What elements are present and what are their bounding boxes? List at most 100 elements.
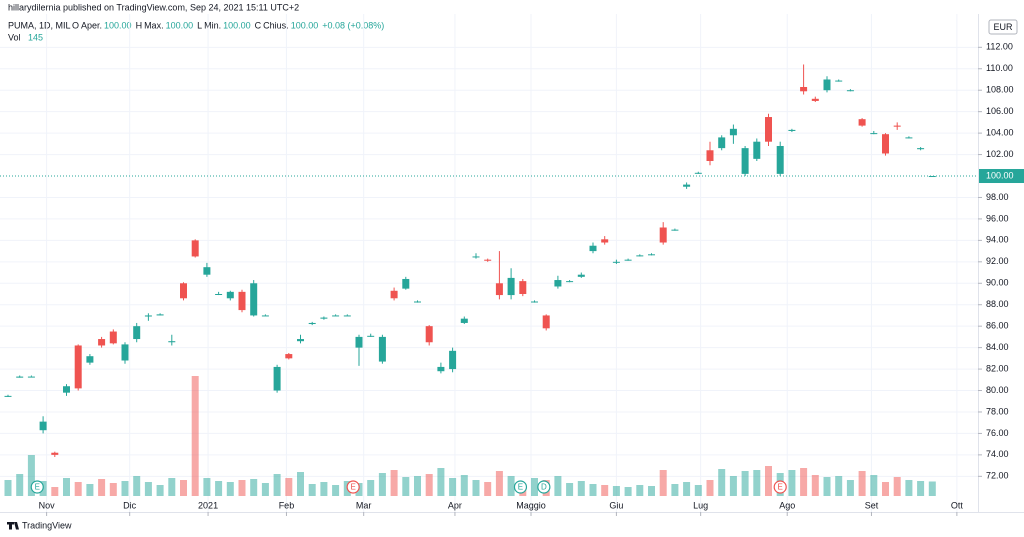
candle-body (144, 315, 152, 317)
header-field: Aper. (81, 20, 102, 30)
y-tick-label: 92.00 (986, 256, 1009, 266)
event-marker (773, 480, 787, 494)
last-price-label: 100.00 (986, 170, 1014, 180)
volume-label: Vol (8, 32, 21, 42)
volume-bar (624, 487, 632, 496)
volume-bar (191, 376, 199, 496)
candle-body (905, 137, 913, 139)
candle-body (507, 277, 515, 296)
header-field: 100.00 (291, 20, 319, 30)
y-tick-label: 106.00 (986, 106, 1014, 116)
header-field: H (136, 20, 143, 30)
candle-body (800, 86, 808, 92)
candle-body (156, 314, 164, 316)
volume-bar (495, 471, 503, 496)
volume-bar (788, 470, 796, 496)
candle-body (811, 98, 819, 101)
candle-body (601, 239, 609, 243)
header-field: L (197, 20, 202, 30)
volume-bar (390, 470, 398, 496)
volume-bar (577, 481, 585, 496)
candle-body (425, 326, 433, 343)
candle-body (180, 283, 187, 299)
x-tick-label: Mar (356, 500, 372, 510)
volume-bar (683, 482, 691, 496)
header-field: Max. (144, 20, 164, 30)
candle-body (659, 227, 667, 243)
volume-bar (133, 476, 141, 496)
candle-body (671, 229, 679, 231)
volume-bar (800, 468, 808, 496)
candle-body (624, 259, 632, 261)
volume-bar (320, 482, 328, 496)
y-tick-label: 96.00 (986, 213, 1009, 223)
volume-bar (273, 474, 281, 496)
volume-bar (659, 470, 667, 496)
candle-body (378, 336, 386, 362)
volume-bar (86, 484, 94, 496)
volume-bar (449, 478, 457, 496)
header-field: 100.00 (166, 20, 194, 30)
candle-body (460, 318, 468, 323)
symbol: PUMA, 1D, MIL (8, 20, 71, 30)
y-tick-label: 74.00 (986, 449, 1009, 459)
currency-box (988, 19, 1018, 35)
event-label: E (35, 483, 40, 492)
candle-body (882, 134, 889, 154)
candle-body (718, 137, 726, 149)
candle-body (741, 148, 749, 174)
publisher: hillarydilernia published on TradingView… (8, 2, 299, 12)
currency: EUR (993, 22, 1013, 32)
volume-bar (168, 478, 176, 496)
candle-body (191, 240, 199, 257)
event-marker (30, 480, 44, 494)
volume-bar (554, 476, 562, 496)
candle-body (531, 301, 538, 303)
volume-bar (98, 479, 106, 496)
candle-body (297, 339, 304, 342)
volume-bar (367, 480, 375, 496)
y-tick-label: 72.00 (986, 471, 1009, 481)
x-tick-label: Feb (279, 500, 295, 510)
candle-body (577, 274, 585, 277)
candle-body (86, 356, 94, 363)
event-label: D (541, 483, 547, 492)
volume-bar (16, 474, 24, 496)
candle-body (109, 331, 117, 344)
volume-bar (238, 480, 246, 496)
header-field: C (255, 20, 262, 30)
candle-body (472, 256, 480, 258)
header-field: +0.08 (+0.08%) (322, 20, 384, 30)
volume-bar (858, 471, 866, 496)
volume-bar (870, 475, 878, 496)
y-tick-label: 112.00 (986, 42, 1013, 52)
y-tick-label: 88.00 (986, 299, 1009, 309)
volume-bar (109, 483, 117, 496)
volume-bar (905, 480, 913, 496)
candle-body (788, 129, 796, 131)
candle-body (823, 79, 831, 91)
candle-body (332, 315, 340, 317)
volume-bar (718, 469, 726, 496)
candle-body (39, 421, 47, 431)
candle-body (320, 317, 328, 319)
candle-body (414, 301, 421, 303)
candle-body (694, 172, 702, 174)
volume-bar (612, 486, 620, 496)
volume-bar (4, 480, 12, 496)
header-field: O (72, 20, 79, 30)
event-marker (346, 480, 360, 494)
candle-body (261, 315, 269, 317)
candle-body (63, 386, 70, 393)
y-tick-label: 110.00 (986, 63, 1013, 73)
volume-bar (741, 471, 749, 496)
volume-bar (893, 477, 901, 496)
candle-body (765, 117, 772, 142)
volume-bar (332, 485, 340, 496)
x-tick-label: 2021 (198, 500, 218, 510)
candle-body (612, 261, 620, 263)
volume-bar (297, 472, 304, 496)
volume-bar (882, 482, 889, 496)
volume-bar (308, 484, 316, 496)
